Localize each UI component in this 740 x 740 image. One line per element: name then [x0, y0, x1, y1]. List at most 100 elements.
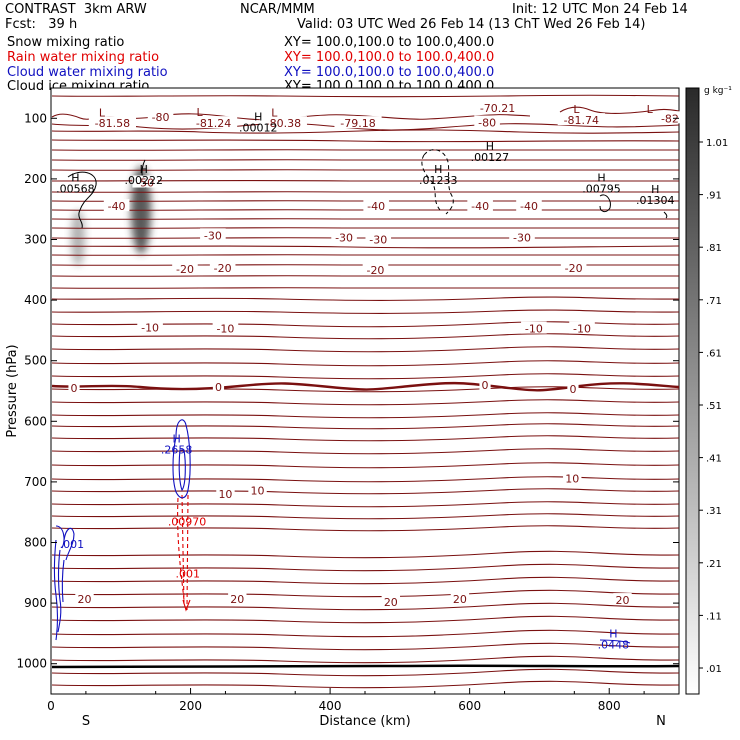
y-tick-label: 300 — [24, 233, 47, 247]
field-rain-xy: XY= 100.0,100.0 to 100.0,400.0 — [284, 50, 495, 65]
isotherm-label-bg — [473, 100, 522, 113]
isotherm — [51, 642, 680, 651]
field-snow-xy: XY= 100.0,100.0 to 100.0,400.0 — [284, 35, 495, 50]
cloudwater-contour — [57, 549, 62, 633]
low-marker: L — [197, 106, 204, 119]
isotherm-label-bg — [365, 232, 392, 245]
isotherm-label: 0 — [569, 383, 576, 396]
y-tick-label: 600 — [24, 414, 47, 428]
high-marker: H — [172, 433, 180, 446]
x-axis-label: Distance (km) — [319, 714, 410, 729]
y-tick-label: 700 — [24, 475, 47, 489]
isotherm-label-bg — [228, 591, 247, 604]
isotherm — [51, 513, 680, 520]
isotherm-label-bg — [657, 111, 683, 124]
isotherm-label-bg — [68, 380, 80, 393]
isotherm — [51, 629, 680, 638]
isotherm-label-bg — [137, 320, 163, 333]
isotherm-label: -10 — [525, 323, 543, 336]
isotherm-label: -30 — [335, 232, 353, 245]
colorbar-tick-label: .41 — [706, 454, 722, 465]
isotherm-label-bg — [259, 116, 307, 129]
low-marker: L — [271, 106, 278, 119]
cloud-ice-contours — [67, 149, 668, 229]
isotherm-label: 20 — [615, 594, 629, 607]
cloudwater-contour — [61, 559, 65, 603]
high-marker: H — [597, 171, 605, 184]
ice-contour — [423, 149, 454, 215]
isotherm-label: -70.21 — [480, 102, 515, 115]
x-tick-label: 400 — [319, 699, 342, 713]
model-title: CONTRAST 3km ARW — [5, 2, 147, 17]
extremum-value: .00970 — [168, 516, 207, 529]
isotherm-label: 10 — [565, 472, 579, 485]
y-tick-label: 1000 — [16, 657, 47, 671]
forecast-hour: Fcst: 39 h — [5, 17, 78, 32]
colorbar-ramp — [685, 87, 700, 695]
low-marker: L — [99, 106, 106, 119]
high-marker: H — [486, 140, 494, 153]
rain-contour-tip — [182, 599, 191, 612]
isotherm — [51, 655, 680, 664]
isotherm — [51, 346, 680, 353]
y-tick-label: 100 — [24, 111, 47, 125]
colorbar-tick-label: .71 — [706, 296, 722, 307]
y-axis-label: Pressure (hPa) — [5, 344, 20, 437]
isotherm-label: -30 — [369, 234, 387, 247]
init-time: Init: 12 UTC Mon 24 Feb 14 — [512, 2, 688, 17]
isotherm-label-bg — [88, 116, 137, 129]
isotherm — [51, 501, 680, 508]
isotherm — [51, 668, 680, 677]
isotherm-label: -20 — [565, 262, 583, 275]
isotherm — [51, 589, 680, 598]
cloudwater-contour — [178, 449, 186, 492]
colorbar-tick-label: .21 — [706, 559, 722, 570]
isotherm — [51, 94, 680, 98]
isotherm — [51, 139, 680, 143]
field-rain-name: Rain water mixing ratio — [7, 50, 160, 65]
isotherm-label: -20 — [214, 262, 232, 275]
ice-contour — [67, 171, 97, 229]
isotherm-label: -10 — [216, 323, 234, 336]
isotherm-label: -81.58 — [95, 117, 130, 130]
colorbar-tick-label: .81 — [706, 243, 722, 254]
isotherm-label-bg — [212, 379, 225, 392]
high-marker: H — [651, 183, 659, 196]
isotherm-label: 0 — [215, 381, 222, 394]
extremum-value: .00568 — [56, 182, 95, 195]
isotherm — [51, 448, 680, 455]
extrema-markers: L L L L LH.00012H.00127H.00568H.00222H.01233… — [56, 103, 674, 652]
isotherm-label-bg — [474, 115, 500, 128]
colorbar-tick-label: .31 — [706, 506, 722, 517]
isotherm-label-bg — [331, 230, 357, 243]
isotherm — [51, 360, 680, 367]
isotherm — [51, 129, 680, 134]
isotherm-label: -10 — [573, 323, 591, 336]
rain-water-contours — [177, 494, 191, 612]
colorbar-tick-label: .01 — [706, 664, 722, 675]
isotherm-label: -82 — [661, 112, 679, 125]
isotherm — [51, 563, 680, 572]
y-tick-label: 900 — [24, 596, 47, 610]
colorbar-tick-label: 1.01 — [706, 138, 728, 149]
isotherm — [51, 476, 680, 483]
isotherm-label-bg — [567, 382, 579, 395]
colorbar-tick-label: .51 — [706, 401, 722, 412]
x-tick-label: 200 — [179, 699, 202, 713]
isotherm-label-bg — [479, 377, 491, 390]
ice-contour — [599, 194, 611, 213]
isotherm-label-bg — [563, 471, 582, 484]
isotherm-label-bg — [216, 487, 235, 500]
colorbar-tick-label: .61 — [706, 348, 722, 359]
isotherm-label-bg — [212, 321, 239, 334]
colorbar-ticks: 1.01 .91 .81 .71 .61 .51 .41 .31 .21 .11 .01 — [699, 138, 728, 675]
cloudwater-contour — [172, 419, 191, 499]
isotherm-label: 20 — [453, 593, 467, 606]
isotherm-label-bg — [381, 594, 401, 607]
isotherm-label-bg — [467, 199, 493, 212]
high-marker: H — [140, 163, 148, 176]
rain-contour — [177, 494, 189, 611]
extremum-value: .001 — [176, 568, 201, 581]
